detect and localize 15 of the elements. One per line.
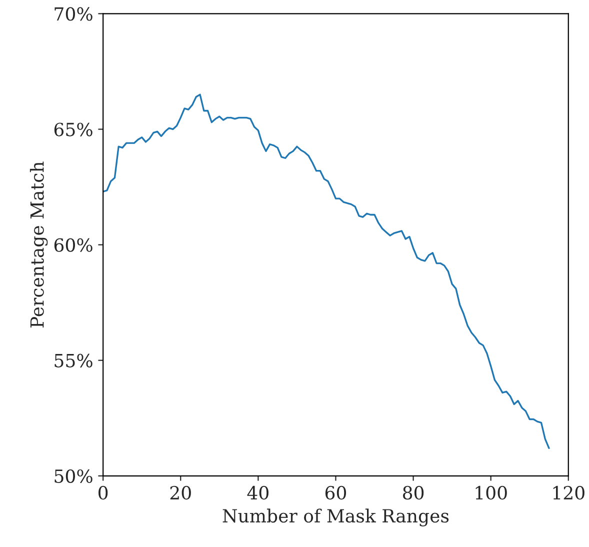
line-series	[103, 94, 550, 449]
x-tick-label: 20	[170, 486, 191, 500]
y-tick-label: 70%	[54, 7, 92, 21]
x-tick-label: 100	[476, 486, 507, 500]
x-tick-label: 120	[553, 486, 584, 500]
y-axis-title: Percentage Match	[30, 162, 48, 328]
x-tick-label: 0	[98, 486, 108, 500]
x-tick-label: 80	[403, 486, 424, 500]
y-tick-label: 55%	[54, 354, 92, 368]
x-tick-label: 40	[247, 486, 268, 500]
y-tick-label: 65%	[54, 122, 92, 136]
x-axis-title: Number of Mask Ranges	[222, 508, 449, 526]
y-tick-label: 50%	[54, 469, 92, 484]
y-tick-label: 60%	[54, 238, 92, 252]
x-tick-label: 60	[325, 486, 346, 500]
